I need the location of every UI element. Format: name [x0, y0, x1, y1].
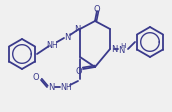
Text: N: N [48, 83, 54, 92]
Text: N: N [74, 25, 80, 34]
Text: N: N [118, 46, 124, 55]
Text: H: H [120, 43, 126, 49]
Text: NH: NH [46, 41, 58, 50]
Text: N: N [111, 45, 117, 54]
Text: N: N [64, 33, 70, 42]
Text: O: O [94, 4, 100, 13]
Text: O: O [76, 67, 82, 76]
Text: NH: NH [60, 83, 72, 92]
Text: O: O [33, 73, 39, 82]
